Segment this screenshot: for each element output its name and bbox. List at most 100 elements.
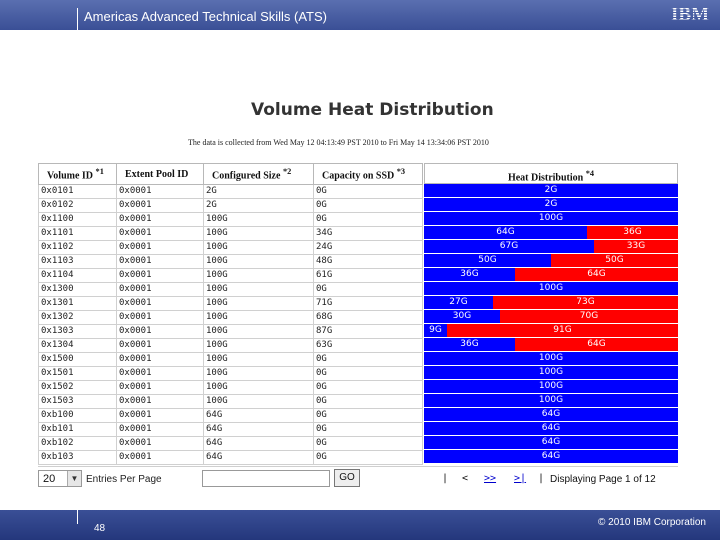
cell-extent-pool-id: 0x0001: [116, 352, 204, 367]
column-header-configured-size[interactable]: Configured Size *2: [203, 163, 314, 185]
cell-capacity-on-ssd: 0G: [313, 212, 423, 227]
cell-volume-id: 0xb100: [38, 408, 117, 423]
cell-configured-size: 2G: [203, 198, 314, 213]
cell-volume-id: 0xb101: [38, 422, 117, 437]
cell-volume-id: 0x1104: [38, 268, 117, 283]
heat-cold-segment: 2G: [424, 184, 678, 197]
page-first-button[interactable]: |: [442, 473, 449, 484]
table-row: 0xb101 0x0001 64G 0G: [38, 422, 423, 437]
cell-capacity-on-ssd: 87G: [313, 324, 423, 339]
heat-row: 64G: [424, 422, 678, 436]
table-row: 0x1502 0x0001 100G 0G: [38, 380, 423, 395]
column-header-extent-pool-id[interactable]: Extent Pool ID: [116, 163, 204, 185]
heat-cold-segment: 100G: [424, 394, 678, 407]
column-header-capacity-on-ssd[interactable]: Capacity on SSD *3: [313, 163, 423, 185]
cell-volume-id: 0x1503: [38, 394, 117, 409]
heat-row: 100G: [424, 352, 678, 366]
heat-hot-segment: 64G: [515, 338, 678, 351]
cell-extent-pool-id: 0x0001: [116, 254, 204, 269]
chevron-down-icon[interactable]: ▼: [67, 471, 81, 486]
cell-extent-pool-id: 0x0001: [116, 268, 204, 283]
table-row: 0x1501 0x0001 100G 0G: [38, 366, 423, 381]
go-button[interactable]: GO: [334, 469, 360, 487]
cell-capacity-on-ssd: 48G: [313, 254, 423, 269]
heat-cold-segment: 64G: [424, 408, 678, 421]
table-row: 0x1304 0x0001 100G 63G: [38, 338, 423, 353]
cell-extent-pool-id: 0x0001: [116, 450, 204, 465]
cell-volume-id: 0x0101: [38, 184, 117, 199]
cell-configured-size: 64G: [203, 422, 314, 437]
page-last-button[interactable]: >|: [514, 473, 527, 484]
table-header-row: Volume ID *1 Extent Pool ID Configured S…: [38, 163, 423, 185]
table-row: 0x1104 0x0001 100G 61G: [38, 268, 423, 283]
table-row: 0x1100 0x0001 100G 0G: [38, 212, 423, 227]
column-header-volume-id[interactable]: Volume ID *1: [38, 163, 117, 185]
heat-row: 100G: [424, 394, 678, 408]
report-panel: Volume ID *1 Extent Pool ID Configured S…: [38, 163, 678, 488]
cell-extent-pool-id: 0x0001: [116, 366, 204, 381]
cell-configured-size: 100G: [203, 240, 314, 255]
cell-volume-id: 0x1103: [38, 254, 117, 269]
cell-volume-id: 0x1304: [38, 338, 117, 353]
cell-extent-pool-id: 0x0001: [116, 310, 204, 325]
slide-header: Americas Advanced Technical Skills (ATS)…: [0, 0, 720, 30]
heat-row: 27G 73G: [424, 296, 678, 310]
heat-row: 100G: [424, 282, 678, 296]
header-title: Americas Advanced Technical Skills (ATS): [84, 9, 328, 24]
cell-extent-pool-id: 0x0001: [116, 198, 204, 213]
cell-volume-id: 0xb102: [38, 436, 117, 451]
entries-per-page-select[interactable]: 20 ▼: [38, 470, 82, 487]
heat-hot-segment: 73G: [493, 296, 678, 309]
cell-configured-size: 100G: [203, 212, 314, 227]
page-next-button[interactable]: >>: [484, 473, 497, 484]
cell-capacity-on-ssd: 0G: [313, 282, 423, 297]
heat-row: 100G: [424, 380, 678, 394]
cell-volume-id: 0x1301: [38, 296, 117, 311]
heat-hot-segment: 70G: [500, 310, 678, 323]
heat-cold-segment: 100G: [424, 282, 678, 295]
cell-extent-pool-id: 0x0001: [116, 408, 204, 423]
cell-capacity-on-ssd: 0G: [313, 436, 423, 451]
cell-volume-id: 0x1500: [38, 352, 117, 367]
page-number: 48: [94, 523, 106, 534]
cell-capacity-on-ssd: 0G: [313, 198, 423, 213]
cell-configured-size: 100G: [203, 394, 314, 409]
table-row: 0x1101 0x0001 100G 34G: [38, 226, 423, 241]
cell-configured-size: 100G: [203, 366, 314, 381]
slide-footer: 48 © 2010 IBM Corporation: [0, 510, 720, 540]
cell-volume-id: 0x1501: [38, 366, 117, 381]
heat-row: 2G: [424, 184, 678, 198]
cell-volume-id: 0x1100: [38, 212, 117, 227]
cell-extent-pool-id: 0x0001: [116, 422, 204, 437]
cell-volume-id: 0x0102: [38, 198, 117, 213]
cell-volume-id: 0x1302: [38, 310, 117, 325]
cell-extent-pool-id: 0x0001: [116, 184, 204, 199]
heat-row: 67G 33G: [424, 240, 678, 254]
cell-capacity-on-ssd: 63G: [313, 338, 423, 353]
cell-capacity-on-ssd: 24G: [313, 240, 423, 255]
heat-row: 9G 91G: [424, 324, 678, 338]
column-header-heat-distribution[interactable]: Heat Distribution *4: [424, 163, 678, 184]
cell-volume-id: 0x1303: [38, 324, 117, 339]
page-status: Displaying Page 1 of 12: [550, 474, 656, 485]
table-row: 0x1102 0x0001 100G 24G: [38, 240, 423, 255]
page-prev-button[interactable]: <: [462, 473, 469, 484]
cell-capacity-on-ssd: 0G: [313, 394, 423, 409]
heat-row: 30G 70G: [424, 310, 678, 324]
cell-configured-size: 64G: [203, 450, 314, 465]
go-to-page-input[interactable]: [202, 470, 330, 487]
table-row: 0x1503 0x0001 100G 0G: [38, 394, 423, 409]
heat-row: 2G: [424, 198, 678, 212]
heat-cold-segment: 100G: [424, 212, 678, 225]
heat-cold-segment: 9G: [424, 324, 447, 337]
heat-cold-segment: 36G: [424, 268, 515, 281]
heat-hot-segment: 91G: [447, 324, 678, 337]
heat-row: 64G: [424, 408, 678, 422]
heat-hot-segment: 36G: [587, 226, 678, 239]
table-row: 0x1300 0x0001 100G 0G: [38, 282, 423, 297]
table-row: 0x0102 0x0001 2G 0G: [38, 198, 423, 213]
cell-configured-size: 64G: [203, 436, 314, 451]
table-row: 0xb100 0x0001 64G 0G: [38, 408, 423, 423]
table-row: 0x1500 0x0001 100G 0G: [38, 352, 423, 367]
volume-table: Volume ID *1 Extent Pool ID Configured S…: [38, 163, 423, 465]
